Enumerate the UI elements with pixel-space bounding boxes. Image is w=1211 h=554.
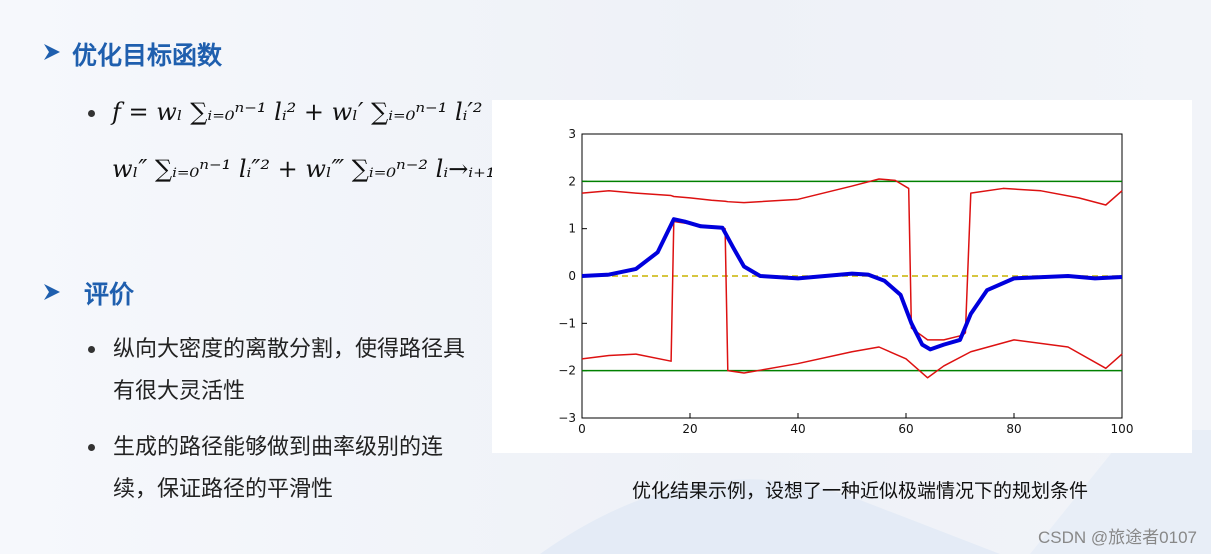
y-tick-label: 0 xyxy=(568,269,576,283)
formula-line: f = wₗ ∑ᵢ₌₀ⁿ⁻¹ lᵢ² + wₗ′ ∑ᵢ₌₀ⁿ⁻¹ lᵢ′² + xyxy=(112,98,511,126)
bullet-dot xyxy=(88,346,95,353)
section-title: 评价 xyxy=(84,281,135,309)
x-tick-label: 60 xyxy=(898,422,913,436)
bullet-text: 纵向大密度的离散分割，使得路径具有很大灵活性 xyxy=(113,336,466,403)
chart: −3 −2 −1 0 1 2 3 0 20 40 60 80 100 xyxy=(558,127,1134,436)
formula-line: wₗ″ ∑ᵢ₌₀ⁿ⁻¹ lᵢ″² + wₗ‴ ∑ᵢ₌₀ⁿ⁻² lᵢ→ᵢ₊₁‴² xyxy=(112,155,518,183)
x-tick-label: 40 xyxy=(790,422,805,436)
arrow-icon xyxy=(44,44,60,60)
section-title: 优化目标函数 xyxy=(72,42,223,70)
x-tick-label: 20 xyxy=(682,422,697,436)
y-tick-label: 3 xyxy=(568,127,576,141)
y-tick-label: −2 xyxy=(558,364,576,378)
caption: 优化结果示例，设想了一种近似极端情况下的规划条件 xyxy=(631,481,1088,502)
data-line xyxy=(581,217,1123,352)
x-tick-label: 0 xyxy=(578,422,586,436)
bullet-dot xyxy=(88,110,95,117)
bullet-dot xyxy=(88,444,95,451)
y-tick-label: 2 xyxy=(568,174,576,188)
x-tick-label: 100 xyxy=(1111,422,1134,436)
data-line xyxy=(581,220,1123,379)
data-line xyxy=(581,178,1123,341)
x-tick-label: 80 xyxy=(1006,422,1021,436)
bullet-text: 生成的路径能够做到曲率级别的连续，保证路径的平滑性 xyxy=(113,434,444,501)
chart-panel: −3 −2 −1 0 1 2 3 0 20 40 60 80 100 xyxy=(492,100,1192,453)
y-tick-label: 1 xyxy=(568,222,576,236)
y-tick-label: −3 xyxy=(558,411,576,425)
arrow-icon xyxy=(44,284,60,300)
y-tick-label: −1 xyxy=(558,316,576,330)
watermark: CSDN @旅途者0107 xyxy=(1038,528,1197,547)
